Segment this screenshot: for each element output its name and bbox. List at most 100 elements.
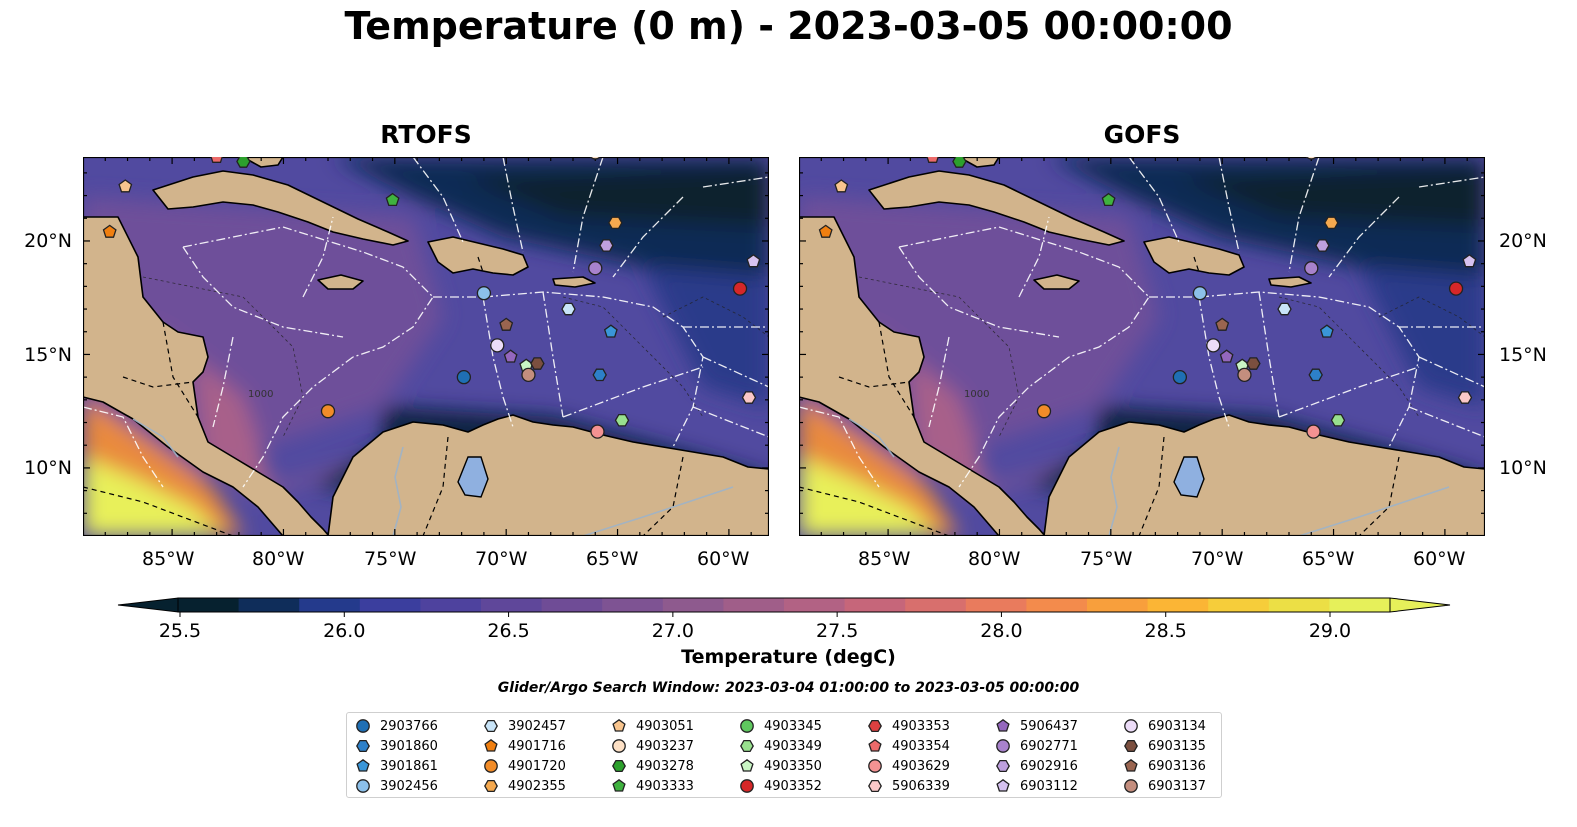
float-marker-6903134[interactable]	[490, 338, 505, 353]
float-marker-4903354[interactable]	[210, 157, 223, 163]
legend-entry-3901860: 3901860	[355, 736, 438, 756]
float-marker-6903135[interactable]	[1246, 357, 1261, 370]
float-marker-6903137[interactable]	[1237, 367, 1252, 383]
float-marker-4903349[interactable]	[614, 413, 630, 427]
lon-label-70w: 70°W	[475, 548, 528, 570]
legend-label: 5906339	[892, 778, 950, 794]
float-marker-5906339[interactable]	[741, 391, 757, 404]
lat-label-20n-gofs: 20°N	[1499, 230, 1547, 252]
colorbar: 25.5 26.0 26.5 27.0 27.5 28.0 28.5 29.0	[117, 597, 1451, 642]
float-marker-5906437[interactable]	[503, 349, 518, 363]
legend-entry-4901720: 4901720	[483, 756, 566, 776]
float-marker-3902456[interactable]	[1192, 286, 1208, 301]
float-marker-2903766[interactable]	[1172, 369, 1188, 385]
float-marker-6902916[interactable]	[1315, 239, 1330, 252]
circle-marker-icon	[740, 719, 754, 733]
colorbar-tick-label: 26.0	[323, 620, 365, 642]
colorbar-bin	[784, 598, 846, 612]
float-marker-3901861[interactable]	[1319, 324, 1334, 338]
float-marker-3902456[interactable]	[476, 286, 492, 301]
float-marker-3902457[interactable]	[1277, 302, 1292, 316]
lon-label-60w: 60°W	[697, 548, 750, 570]
float-marker-3901860[interactable]	[592, 368, 607, 382]
float-marker-5906437[interactable]	[1219, 349, 1234, 363]
hexagon-marker-icon	[1124, 739, 1138, 753]
legend-entry-4903345: 4903345	[739, 716, 822, 736]
float-marker-4903333[interactable]	[385, 192, 400, 207]
float-marker-4903333[interactable]	[1101, 192, 1116, 207]
circle-marker-icon	[1124, 719, 1138, 733]
float-marker-4903352[interactable]	[732, 281, 748, 296]
float-marker-6903136[interactable]	[499, 317, 514, 331]
legend-label: 5906437	[1020, 718, 1078, 734]
float-marker-6903112[interactable]	[746, 254, 761, 268]
colorbar-bin	[481, 598, 543, 612]
float-marker-4902355[interactable]	[1324, 216, 1339, 230]
legend-entry-4902355: 4902355	[483, 776, 566, 796]
float-marker-6902916[interactable]	[599, 239, 614, 252]
float-marker-6903137[interactable]	[521, 367, 536, 383]
colorbar-bin	[541, 598, 603, 612]
lon-label-80w: 80°W	[252, 548, 305, 570]
float-marker-5906339[interactable]	[1457, 391, 1473, 404]
pentagon-marker-icon	[356, 758, 370, 772]
float-marker-4903051[interactable]	[118, 179, 133, 193]
hexagon-marker-icon	[740, 739, 754, 753]
colorbar-bin	[1087, 598, 1149, 612]
legend-label: 4903352	[764, 778, 822, 794]
figure-title: Temperature (0 m) - 2023-03-05 00:00:00	[344, 4, 1233, 48]
float-marker-3902457[interactable]	[561, 302, 576, 316]
float-marker-4903237[interactable]	[1305, 157, 1318, 160]
map-rtofs[interactable]: 1000	[83, 157, 769, 536]
float-marker-4903051[interactable]	[834, 179, 849, 193]
colorbar-bin	[905, 598, 967, 612]
float-marker-6902771[interactable]	[1304, 261, 1319, 276]
legend-label: 4903237	[636, 738, 694, 754]
float-marker-6903134[interactable]	[1206, 338, 1221, 353]
float-marker-4903629[interactable]	[1306, 424, 1321, 439]
legend-label: 6903112	[1020, 778, 1078, 794]
legend-label: 4903349	[764, 738, 822, 754]
float-marker-4901720[interactable]	[1036, 404, 1052, 419]
colorbar-tick-label: 28.5	[1145, 620, 1187, 642]
float-marker-4901716[interactable]	[102, 224, 117, 238]
legend-label: 4903350	[764, 758, 822, 774]
svg-text:1000: 1000	[964, 389, 989, 400]
lon-label-65w: 65°W	[586, 548, 639, 570]
hexagon-marker-icon	[868, 719, 882, 733]
float-marker-4903237[interactable]	[589, 157, 602, 160]
map-gofs[interactable]: 1000	[799, 157, 1485, 536]
legend-label: 3901860	[380, 738, 438, 754]
float-marker-3901861[interactable]	[603, 324, 618, 338]
float-marker-6902771[interactable]	[588, 261, 603, 276]
hexagon-marker-icon	[996, 759, 1010, 773]
float-marker-4901720[interactable]	[320, 404, 336, 419]
legend-label: 4903333	[636, 778, 694, 794]
float-marker-4903352[interactable]	[1448, 281, 1464, 296]
float-marker-4901716[interactable]	[818, 224, 833, 238]
float-marker-4903349[interactable]	[1330, 413, 1346, 427]
float-marker-6903112[interactable]	[1462, 254, 1477, 268]
circle-marker-icon	[484, 759, 498, 773]
pentagon-marker-icon	[612, 778, 626, 792]
float-marker-4903278[interactable]	[236, 157, 251, 168]
float-marker-2903766[interactable]	[456, 369, 472, 385]
legend-label: 4903278	[636, 758, 694, 774]
float-marker-4902355[interactable]	[608, 216, 623, 230]
float-marker-4903629[interactable]	[590, 424, 605, 439]
float-marker-6903136[interactable]	[1215, 317, 1230, 331]
legend-entry-6903112: 6903112	[995, 776, 1078, 796]
circle-marker-icon	[356, 779, 370, 793]
lon-label-75w: 75°W	[364, 548, 417, 570]
legend-entry-4903278: 4903278	[611, 756, 694, 776]
float-marker-3901860[interactable]	[1308, 368, 1323, 382]
legend-label: 6903135	[1148, 738, 1206, 754]
circle-marker-icon	[996, 739, 1010, 753]
legend-label: 3901861	[380, 758, 438, 774]
float-marker-4903354[interactable]	[926, 157, 939, 163]
lon-label-85w: 85°W	[142, 548, 195, 570]
legend-label: 6902771	[1020, 738, 1078, 754]
colorbar-bin	[1268, 598, 1330, 612]
float-marker-4903278[interactable]	[952, 157, 967, 168]
float-marker-6903135[interactable]	[530, 357, 545, 370]
